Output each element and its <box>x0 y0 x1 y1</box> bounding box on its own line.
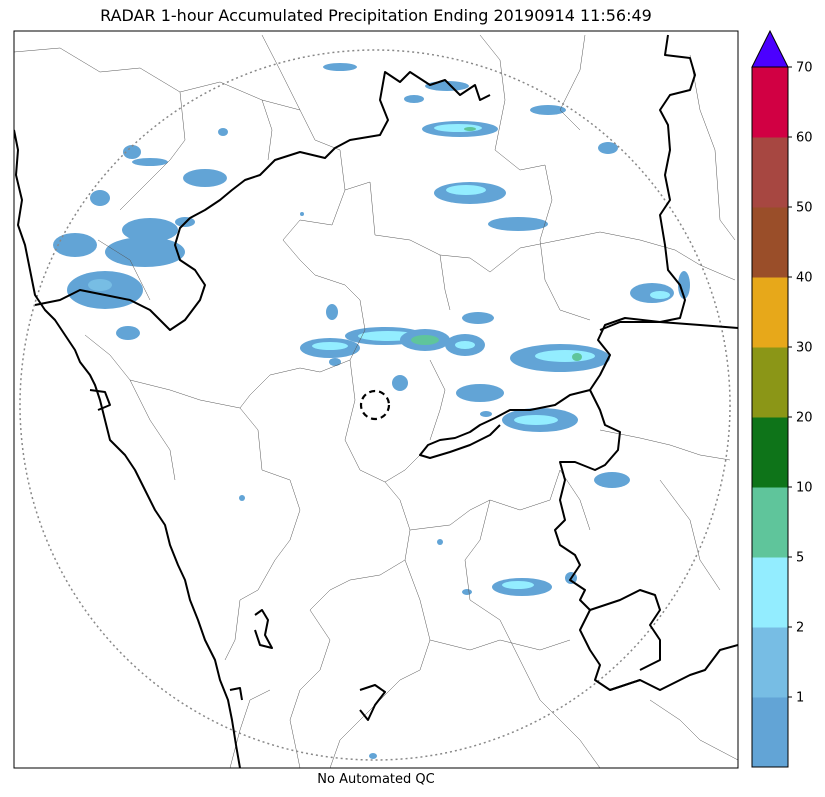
precipitation-echoes <box>53 63 690 759</box>
colorbar-tick-label: 1 <box>796 691 804 706</box>
colorbar-tick-label: 30 <box>796 341 813 356</box>
colorbar-tick-label: 20 <box>796 411 813 426</box>
district-boundaries <box>14 34 738 768</box>
colorbar-tick-label: 60 <box>796 131 813 146</box>
colorbar-bin <box>752 487 788 558</box>
colorbar-bin <box>752 137 788 208</box>
colorbar-tick-label: 5 <box>796 551 804 566</box>
colorbar-bin <box>752 417 788 488</box>
colorbar-bin <box>752 347 788 418</box>
colorbar-tick-label: 2 <box>796 621 804 636</box>
colorbar-tick-label: 50 <box>796 201 813 216</box>
colorbar-bin <box>752 207 788 278</box>
radar-range-ring <box>19 49 731 761</box>
colorbar-tick-label: 70 <box>796 61 813 76</box>
colorbar-tick-label: 10 <box>796 481 813 496</box>
colorbar-bin <box>752 67 788 138</box>
colorbar-bin <box>752 557 788 628</box>
colorbar-bin <box>752 277 788 348</box>
chart-title: RADAR 1-hour Accumulated Precipitation E… <box>100 6 652 25</box>
map-axes-frame <box>13 30 739 769</box>
map-layer <box>14 34 738 768</box>
colorbar-tick-label: 40 <box>796 271 813 286</box>
colorbar-bin <box>752 627 788 698</box>
qc-note: No Automated QC <box>317 772 435 787</box>
colorbar: 1 2 5 10 20 30 40 50 60 70 <box>751 29 813 768</box>
radar-site-marker <box>359 389 391 421</box>
colorbar-bin <box>752 697 788 768</box>
state-boundaries <box>14 34 738 768</box>
colorbar-extend-arrow <box>751 29 789 68</box>
